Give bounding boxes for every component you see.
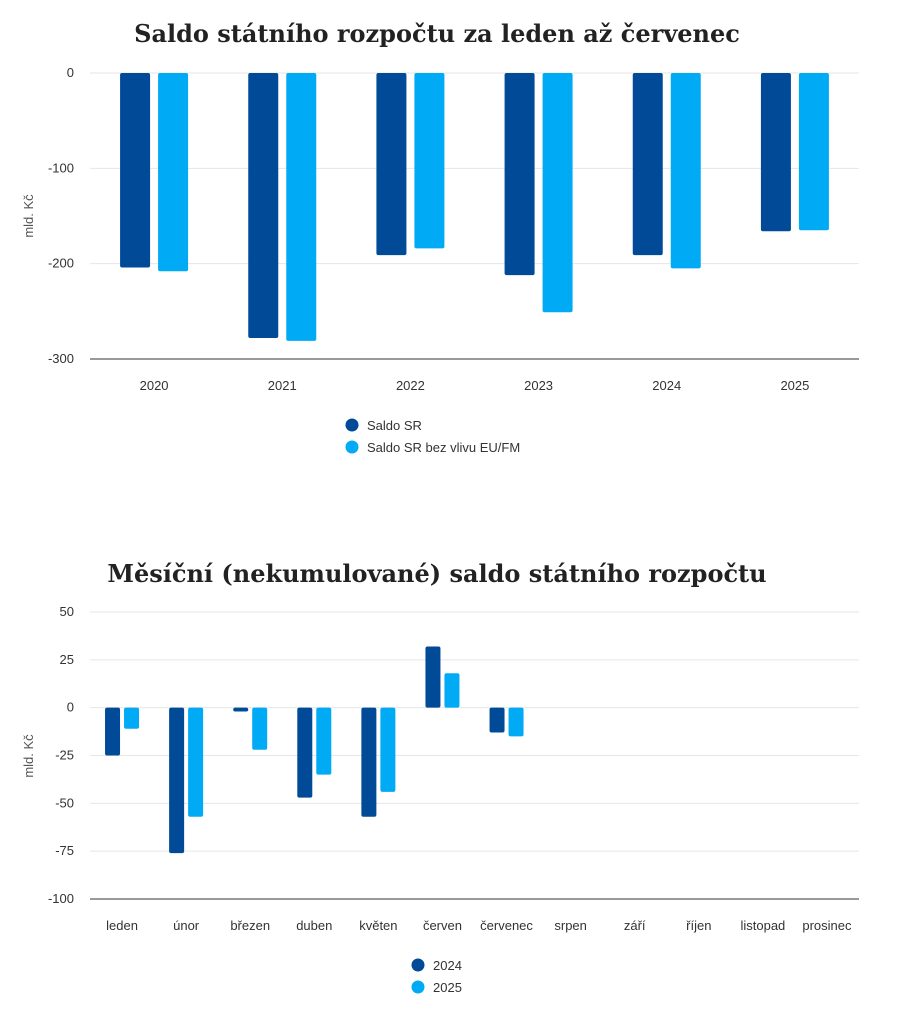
c1-legend-swatch xyxy=(345,440,359,454)
c2-x-tick-label: květen xyxy=(359,918,397,933)
c2-y-tick-label: -25 xyxy=(55,748,74,763)
c2-y-tick-label: -50 xyxy=(55,795,74,810)
c1-bar-2021-s0 xyxy=(248,73,279,339)
c1-bar-2022-s0 xyxy=(376,73,407,256)
c1-x-tick-label: 2025 xyxy=(780,378,809,393)
c1-legend-label: Saldo SR bez vlivu EU/FM xyxy=(367,440,520,455)
c2-bar-červenec-s0 xyxy=(489,707,505,733)
c2-bar-březen-s0 xyxy=(233,707,249,712)
c2-bar-květen-s1 xyxy=(380,707,396,792)
c2-x-tick-label: březen xyxy=(230,918,270,933)
c1-legend-label: Saldo SR xyxy=(367,418,422,433)
c2-bar-červen-s0 xyxy=(425,646,441,708)
c1-bar-2020-s1 xyxy=(158,73,189,272)
c2-bar-červen-s1 xyxy=(444,673,460,708)
c2-x-tick-label: červen xyxy=(423,918,462,933)
c1-legend-swatch xyxy=(345,418,359,432)
c2-bar-leden-s1 xyxy=(124,707,140,729)
c2-x-tick-label: červenec xyxy=(480,918,533,933)
c2-x-tick-label: prosinec xyxy=(802,918,852,933)
c1-x-tick-label: 2022 xyxy=(396,378,425,393)
c1-bar-2020-s0 xyxy=(120,73,151,268)
chart1-y-axis-label: mld. Kč xyxy=(21,194,36,238)
c2-x-tick-label: leden xyxy=(106,918,138,933)
c2-x-tick-label: listopad xyxy=(740,918,785,933)
c2-bar-duben-s0 xyxy=(297,707,313,798)
c2-bar-březen-s1 xyxy=(252,707,268,750)
chart1-title: Saldo státního rozpočtu za leden až červ… xyxy=(134,19,740,48)
c2-y-tick-label: 50 xyxy=(60,604,74,619)
c1-bar-2023-s0 xyxy=(504,73,535,276)
c2-bar-červenec-s1 xyxy=(508,707,524,737)
c2-x-tick-label: srpen xyxy=(554,918,587,933)
c2-bar-únor-s0 xyxy=(169,707,185,854)
c1-x-tick-label: 2024 xyxy=(652,378,681,393)
c2-legend-swatch xyxy=(411,958,425,972)
c2-bar-duben-s1 xyxy=(316,707,332,775)
c2-legend-swatch xyxy=(411,980,425,994)
c2-legend-label: 2024 xyxy=(433,958,462,973)
c2-bar-únor-s1 xyxy=(188,707,204,817)
c1-bar-2023-s1 xyxy=(542,73,573,313)
c1-bar-2024-s1 xyxy=(670,73,701,269)
monthly-balance-chart: Měsíční (nekumulované) saldo státního ro… xyxy=(21,559,859,995)
c1-bar-2025-s0 xyxy=(760,73,791,232)
c2-y-tick-label: 25 xyxy=(60,652,74,667)
c1-bar-2021-s1 xyxy=(286,73,317,341)
c1-y-tick-label: 0 xyxy=(67,65,74,80)
c1-bar-2024-s0 xyxy=(632,73,663,256)
c1-y-tick-label: -100 xyxy=(48,160,74,175)
c2-x-tick-label: duben xyxy=(296,918,332,933)
c2-bar-leden-s0 xyxy=(105,707,121,756)
c2-legend-label: 2025 xyxy=(433,980,462,995)
c2-y-tick-label: -75 xyxy=(55,843,74,858)
c1-y-tick-label: -200 xyxy=(48,256,74,271)
c2-x-tick-label: říjen xyxy=(686,918,711,933)
chart2-title: Měsíční (nekumulované) saldo státního ro… xyxy=(107,559,766,588)
c2-x-tick-label: září xyxy=(624,918,646,933)
chart2-y-axis-label: mld. Kč xyxy=(21,734,36,778)
annual-balance-chart: Saldo státního rozpočtu za leden až červ… xyxy=(21,19,859,455)
c2-x-tick-label: únor xyxy=(173,918,200,933)
c1-bar-2025-s1 xyxy=(798,73,829,231)
c1-x-tick-label: 2021 xyxy=(268,378,297,393)
c1-y-tick-label: -300 xyxy=(48,351,74,366)
c2-y-tick-label: 0 xyxy=(67,700,74,715)
c1-x-tick-label: 2020 xyxy=(140,378,169,393)
c1-x-tick-label: 2023 xyxy=(524,378,553,393)
c1-bar-2022-s1 xyxy=(414,73,445,249)
c2-bar-květen-s0 xyxy=(361,707,377,817)
c2-y-tick-label: -100 xyxy=(48,891,74,906)
